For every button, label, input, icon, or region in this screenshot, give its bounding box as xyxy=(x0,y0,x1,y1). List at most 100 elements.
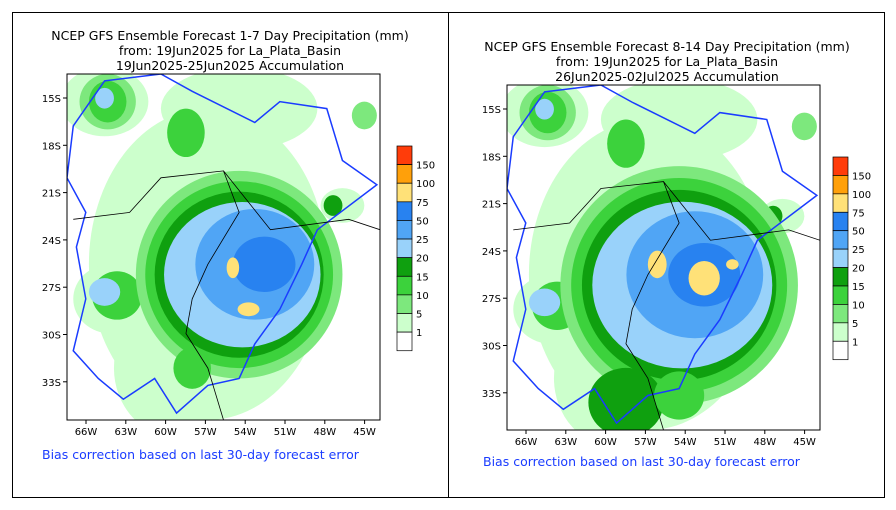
lon-label: 63W xyxy=(554,437,577,448)
lon-label: 51W xyxy=(274,427,297,438)
left-bias-note: Bias correction based on last 30-day for… xyxy=(42,447,359,462)
rain-area-100 xyxy=(237,302,260,317)
left-title: NCEP GFS Ensemble Forecast 1-7 Day Preci… xyxy=(12,28,448,73)
colorbar-label: 5 xyxy=(852,319,858,330)
rain-area-15 xyxy=(654,371,705,420)
map-border xyxy=(66,73,381,421)
rain-area-10 xyxy=(351,101,377,130)
lat-label: 27S xyxy=(482,294,501,305)
lat-label: 24S xyxy=(482,247,501,258)
lat-label: 21S xyxy=(482,200,501,211)
lon-label: 54W xyxy=(674,437,697,448)
colorbar-label: 1 xyxy=(416,328,422,339)
lon-label: 45W xyxy=(793,437,816,448)
right-title-line1: NCEP GFS Ensemble Forecast 8-14 Day Prec… xyxy=(484,39,850,54)
colorbar-label: 15 xyxy=(416,272,429,283)
colorbar-swatch xyxy=(396,201,413,221)
right-title: NCEP GFS Ensemble Forecast 8-14 Day Prec… xyxy=(449,39,885,84)
country-border xyxy=(663,181,820,241)
colorbar-label: 75 xyxy=(416,198,429,209)
rain-area-100 xyxy=(226,257,240,279)
lat-label: 18S xyxy=(42,141,61,152)
lat-label: 30S xyxy=(482,342,501,353)
colorbar-label: 100 xyxy=(416,179,435,190)
rain-area-20 xyxy=(588,367,664,430)
rain-area-100 xyxy=(647,250,667,279)
lat-label: 15S xyxy=(482,105,501,116)
country-border xyxy=(223,170,380,231)
colorbar-label: 5 xyxy=(416,310,422,321)
rain-area-100 xyxy=(726,259,739,270)
basin-outline xyxy=(67,74,379,415)
country-border xyxy=(73,170,240,420)
colorbar-label: 75 xyxy=(852,208,865,219)
left-title-line3: 19Jun2025-25Jun2025 Accumulation xyxy=(115,58,345,73)
precip-field xyxy=(507,85,820,430)
colorbar-swatch xyxy=(832,304,849,324)
rain-area-25 xyxy=(88,278,121,306)
colorbar-swatch xyxy=(396,220,413,240)
colorbar-swatch xyxy=(832,175,849,195)
lat-label: 18S xyxy=(482,152,501,163)
colorbar-label: 150 xyxy=(852,171,871,182)
lon-label: 60W xyxy=(594,437,617,448)
colorbar-label: 50 xyxy=(416,216,429,227)
colorbar-swatch xyxy=(832,156,849,176)
colorbar-swatch xyxy=(396,145,413,165)
rain-area-75 xyxy=(232,236,296,292)
lat-label: 21S xyxy=(42,189,61,200)
colorbar-swatch xyxy=(396,331,413,352)
panel-divider xyxy=(448,12,449,498)
rain-area-20 xyxy=(323,195,343,216)
colorbar-swatch xyxy=(832,248,849,268)
colorbar-label: 150 xyxy=(416,161,435,172)
lon-label: 51W xyxy=(714,437,737,448)
rain-area-25 xyxy=(528,288,561,317)
lon-label: 63W xyxy=(114,427,137,438)
colorbar-swatch xyxy=(396,294,413,314)
colorbar-label: 25 xyxy=(852,245,865,256)
colorbar-label: 20 xyxy=(416,254,429,265)
rain-area-15 xyxy=(167,108,205,158)
rain-area-25 xyxy=(95,87,114,109)
map-panel-left: 66W 63W 60W 57W 54W 51W 48W 45W 15S 18S 21S 24S 27S 3… xyxy=(42,73,435,438)
rain-area-10 xyxy=(791,112,817,141)
colorbar-swatch xyxy=(396,257,413,277)
lon-label: 54W xyxy=(234,427,257,438)
right-bias-note: Bias correction based on last 30-day for… xyxy=(483,454,800,469)
colorbar-label: 1 xyxy=(852,337,858,348)
right-title-line2: from: 19Jun2025 for La_Plata_Basin xyxy=(555,54,779,69)
lat-label: 15S xyxy=(42,94,61,105)
colorbar-label: 10 xyxy=(416,291,429,302)
lon-label: 60W xyxy=(154,427,177,438)
precip-field xyxy=(67,74,380,420)
lon-label: 57W xyxy=(634,437,657,448)
colorbar-swatch xyxy=(396,182,413,203)
lon-label: 66W xyxy=(75,427,98,438)
map-border xyxy=(506,84,821,431)
lat-label: 27S xyxy=(42,283,61,294)
left-title-line2: from: 19Jun2025 for La_Plata_Basin xyxy=(118,43,342,58)
rain-area-25 xyxy=(535,98,554,120)
rain-area-15 xyxy=(173,347,211,389)
colorbar-swatch xyxy=(832,285,849,305)
colorbar-swatch xyxy=(832,267,849,287)
lat-label: 33S xyxy=(42,378,61,389)
left-title-line1: NCEP GFS Ensemble Forecast 1-7 Day Preci… xyxy=(51,28,409,43)
right-title-line3: 26Jun2025-02Jul2025 Accumulation xyxy=(555,69,779,84)
lat-label: 30S xyxy=(42,331,61,342)
basin-outline xyxy=(507,85,819,425)
lon-label: 57W xyxy=(194,427,217,438)
lat-label: 33S xyxy=(482,389,501,400)
colorbar-swatch xyxy=(396,313,413,333)
colorbar-swatch xyxy=(832,322,849,342)
colorbar-label: 25 xyxy=(416,235,429,246)
colorbar-label: 15 xyxy=(852,282,865,293)
colorbar-swatch xyxy=(832,340,849,361)
lon-label: 48W xyxy=(313,427,336,438)
lon-label: 48W xyxy=(753,437,776,448)
colorbar-label: 50 xyxy=(852,227,865,238)
